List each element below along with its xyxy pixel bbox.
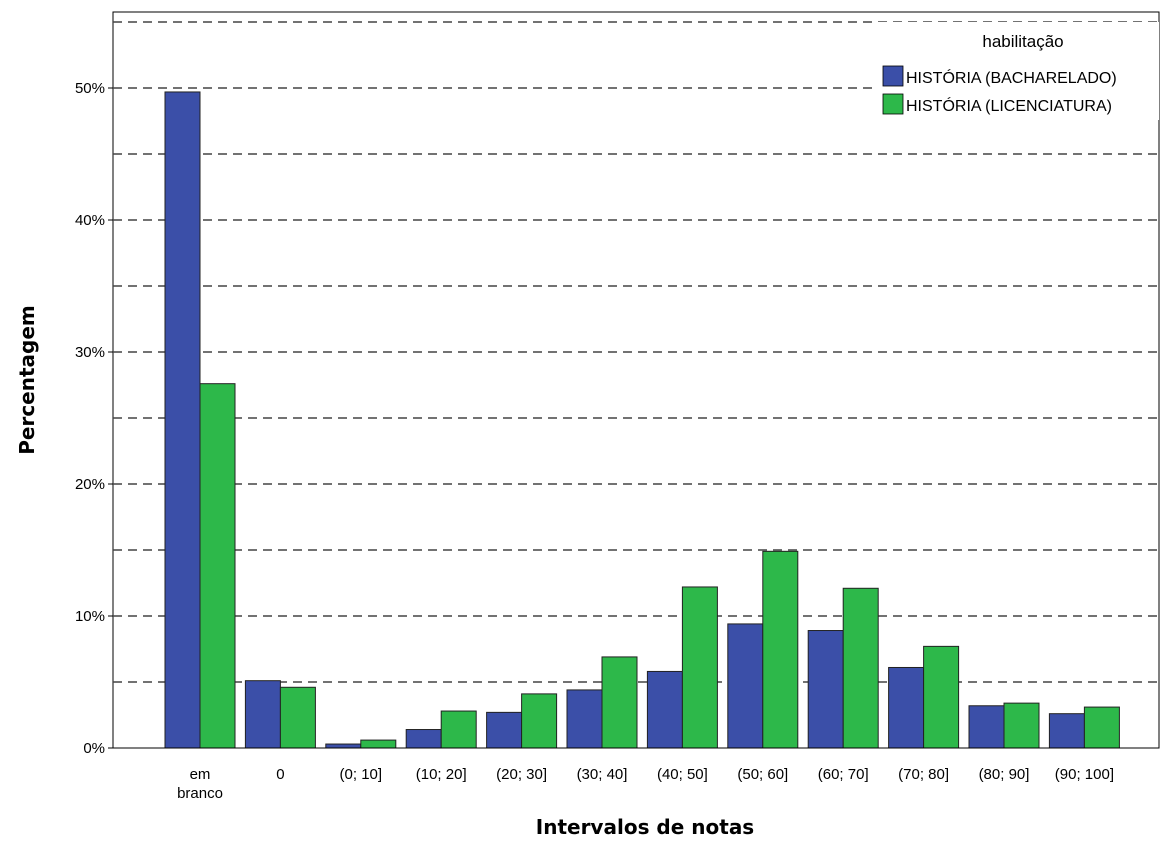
bar-licenciatura [279,686,316,749]
y-tick-label: 30% [75,344,105,361]
plot-area: 0% 10% 20% 30% 40% 50% em branco 0 (0; 10] (10; 2… [75,11,1160,802]
bar-licenciatura [521,693,558,749]
bar-bacharelado [244,680,281,749]
y-axis-ticks: 0% 10% 20% 30% 40% 50% [75,80,113,757]
bar-licenciatura [842,587,879,749]
legend-label-licenciatura: HISTÓRIA (LICENCIATURA) [906,96,1112,115]
legend: habilitação HISTÓRIA (BACHARELADO) HISTÓ… [877,22,1159,120]
bar-licenciatura [199,383,236,749]
bar-bacharelado [486,711,523,749]
legend-background [877,22,1159,120]
bar-licenciatura [1003,702,1040,749]
x-tick-label: (20; 30] [496,766,547,783]
bar-bacharelado [807,630,844,749]
y-tick-label: 10% [75,608,105,625]
legend-swatch-bacharelado [882,65,904,87]
x-tick-label: (50; 60] [737,766,788,783]
bar-licenciatura [923,645,960,749]
bar-bacharelado [888,666,925,749]
bar-licenciatura [440,710,477,749]
x-tick-label: (40; 50] [657,766,708,783]
bars [164,91,1120,749]
bar-bacharelado [566,689,603,749]
x-axis-title: Intervalos de notas [536,815,754,839]
x-tick-label: 0 [276,766,284,783]
x-tick-label: (70; 80] [898,766,949,783]
x-tick-label: branco [177,785,223,802]
x-axis-ticks: em branco 0 (0; 10] (10; 20] (20; 30] (30; 40]… [177,766,1114,802]
x-tick-label: em [190,766,211,783]
bar-licenciatura [1083,706,1120,749]
y-tick-label: 50% [75,80,105,97]
x-tick-label: (90; 100] [1055,766,1114,783]
y-tick-label: 0% [83,740,105,757]
bar-bacharelado [727,623,764,749]
bar-bacharelado [1048,713,1085,749]
bar-licenciatura [360,739,397,749]
x-tick-label: (80; 90] [979,766,1030,783]
x-tick-label: (30; 40] [577,766,628,783]
bar-bacharelado [325,743,362,749]
bar-bacharelado [646,670,683,749]
plot-frame [112,11,1160,749]
x-tick-label: (0; 10] [340,766,383,783]
x-tick-label: (60; 70] [818,766,869,783]
bar-licenciatura [762,550,799,749]
bar-bacharelado [968,705,1005,749]
y-tick-label: 20% [75,476,105,493]
bar-bacharelado [164,91,201,749]
legend-swatch-licenciatura [882,93,904,115]
bar-bacharelado [405,729,442,749]
legend-title: habilitação [982,32,1063,51]
legend-label-bacharelado: HISTÓRIA (BACHARELADO) [906,68,1117,87]
bar-licenciatura [681,586,718,749]
x-tick-label: (10; 20] [416,766,467,783]
y-tick-label: 40% [75,212,105,229]
y-axis-title: Percentagem [15,305,39,455]
bar-licenciatura [601,656,638,749]
